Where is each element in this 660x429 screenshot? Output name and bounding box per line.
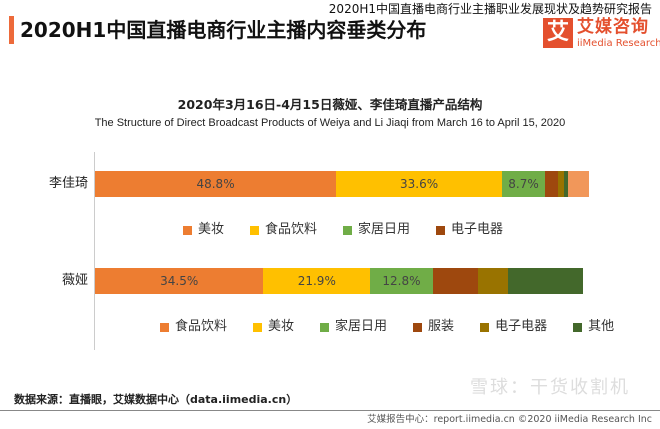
divider [0,410,660,411]
legend-item: 其他 [573,319,614,335]
watermark: 雪球：干货收割机 [470,377,630,398]
legend-label: 食品饮料 [265,222,318,237]
page-title: 2020H1中国直播电商行业主播内容垂类分布 [20,18,427,42]
legend-label: 家居日用 [358,222,411,237]
data-label: 21.9% [297,274,336,288]
legend-swatch [573,322,583,332]
category-label: 薇娅 [61,273,88,288]
legend-swatch [343,225,353,235]
legend-item: 食品饮料 [250,222,317,238]
legend-item: 家居日用 [320,319,387,335]
bar-segment [557,171,564,197]
bar-segment: 21.9% [263,268,371,294]
chart-title: 2020年3月16日-4月15日薇娅、李佳琦直播产品结构 [177,97,483,112]
legend-item: 服装 [413,319,454,335]
bar-segment: 12.8% [370,268,433,294]
bar-segment [477,268,508,294]
data-label: 48.8% [196,177,235,191]
bar-segment [545,171,558,197]
title-accent-bar [9,16,14,44]
legend-label: 电子电器 [495,319,548,334]
bar-segment: 48.8% [95,171,337,197]
bar-segment [567,171,589,197]
data-label: 8.7% [508,177,539,191]
stacked-bar: 34.5% 21.9% 12.8% [95,268,583,294]
legend-label: 其他 [588,319,615,334]
legend-swatch [160,322,169,332]
data-label: 34.5% [160,274,199,288]
legend-swatch [183,225,192,235]
data-source: 数据来源：直播眼，艾媒数据中心（data.iimedia.cn） [14,393,298,406]
category-axis [94,152,95,252]
logo-icon: 艾 [543,18,573,48]
legend-swatch [250,225,260,235]
legend-item: 美妆 [253,319,294,335]
legend-swatch [320,322,330,332]
legend-item: 电子电器 [436,222,503,238]
bar-segment: 34.5% [95,268,264,294]
stacked-bar: 48.8% 33.6% 8.7% [95,171,589,197]
chart-subtitle: The Structure of Direct Broadcast Produc… [94,117,566,129]
legend-label: 食品饮料 [175,319,228,334]
legend-swatch [253,322,263,332]
bar-segment: 8.7% [502,171,545,197]
category-axis [94,250,95,350]
data-label: 12.8% [382,274,421,288]
data-label: 33.6% [399,177,439,191]
legend: 美妆 食品饮料 家居日用 电子电器 [183,222,529,238]
legend-swatch [413,322,423,332]
footer-credit: 艾媒报告中心：report.iimedia.cn ©2020 iiMedia R… [367,414,652,425]
legend-label: 美妆 [198,222,225,237]
legend-label: 服装 [428,319,455,334]
legend: 食品饮料 美妆 家居日用 服装 电子电器 其他 [160,319,640,335]
report-caption: 2020H1中国直播电商行业主播职业发展现状及趋势研究报告 [328,2,652,16]
logo-text: 艾媒咨询 [577,17,649,37]
legend-item: 食品饮料 [160,319,227,335]
legend-item: 电子电器 [480,319,547,335]
category-label: 李佳琦 [48,176,88,191]
bar-segment [432,268,478,294]
legend-label: 家居日用 [335,319,388,334]
legend-item: 美妆 [183,222,224,238]
bar-segment: 33.6% [336,171,503,197]
bar-segment [563,171,568,197]
legend-label: 美妆 [268,319,295,334]
logo-subtext: iiMedia Research [577,38,660,49]
legend-label: 电子电器 [451,222,504,237]
legend-item: 家居日用 [343,222,410,238]
bar-segment [507,268,583,294]
legend-swatch [436,225,446,235]
legend-swatch [480,322,490,332]
